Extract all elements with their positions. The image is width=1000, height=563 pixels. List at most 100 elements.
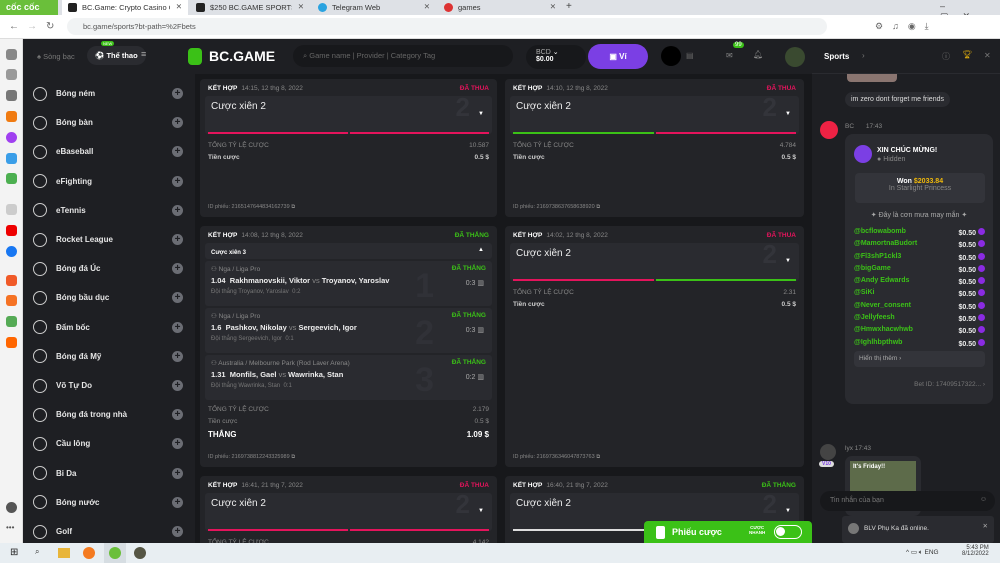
match-line[interactable]: 1.04 Rakhmanovskii, Viktor vs Troyanov, … [211,276,390,285]
history-icon[interactable] [6,69,17,80]
emoji-icon[interactable]: ☺ [979,496,987,503]
sidebar-item-sport[interactable]: Bóng đá Úc + [29,254,189,283]
betslip-bar[interactable]: Phiếu cược CƯỢC NHANH [644,521,812,543]
close-tab-icon[interactable]: ✕ [423,2,430,11]
forward-icon[interactable]: → [27,21,37,32]
chat-message-input[interactable]: Tin nhắn của bạn ☺ [820,491,995,511]
sidebar-item-sport[interactable]: eFighting + [29,167,189,196]
settings-icon[interactable] [6,49,17,60]
rain-username[interactable]: @Ighlhbpthwb [854,338,903,346]
expand-plus-icon[interactable]: + [172,204,183,216]
rain-username[interactable]: @Never_consent [854,301,912,309]
sidebar-item-sport[interactable]: eTennis + [29,196,189,225]
extensions-icons[interactable]: ⚙♫◉⤓ [875,21,938,31]
sidebar-item-sport[interactable]: Bóng bầu dục + [29,283,189,312]
expand-plus-icon[interactable]: + [172,350,183,362]
parlay-toggle[interactable]: Cược xiên 2 2 ▼ [205,489,492,531]
parlay-toggle[interactable]: Cược xiên 3 ▲ [205,243,492,259]
messenger-icon[interactable] [6,132,17,143]
system-tray[interactable]: ^ ▭ 🔈︎ ENG [906,549,939,556]
wallet-list-icon[interactable]: ▤ [686,51,694,60]
rain-username[interactable]: @Hmwxhacwhwb [854,326,913,334]
sidebar-item-sport[interactable]: Bóng đá Mỹ + [29,342,189,371]
expand-plus-icon[interactable]: + [172,175,183,187]
sidebar-item-sport[interactable]: Bóng ném + [29,79,189,108]
parlay-toggle[interactable]: Cược xiên 2 2 ▼ [510,92,799,134]
expand-plus-icon[interactable]: + [172,380,183,391]
crown-icon[interactable] [6,111,17,122]
match-line[interactable]: 1.31 Monfils, Gael vs Wawrinka, Stan [211,370,344,379]
search-input[interactable]: ⌕ Game name | Provider | Category Tag [293,45,513,67]
mail-icon[interactable]: ✉ [726,51,733,60]
tab-sports-parlay[interactable]: $250 BC.GAME SPORTS PARL✕ [190,0,310,15]
close-tab-icon[interactable]: ✕ [549,2,556,11]
copy-icon[interactable]: ⧉ [596,454,601,460]
stats-icon[interactable]: ▥ [477,280,484,287]
lazada-icon[interactable] [6,295,17,306]
sidebar-item-sport[interactable]: Đấm bốc + [29,313,189,342]
expand-plus-icon[interactable]: + [172,88,183,99]
copy-icon[interactable]: ⧉ [291,204,296,210]
file-explorer-icon[interactable] [58,548,70,558]
stats-icon[interactable]: ▥ [477,374,484,381]
sidebar-item-sport[interactable]: eBaseball + [29,137,189,166]
close-tab-icon[interactable]: ✕ [175,2,182,11]
tab-telegram[interactable]: Telegram Web ✕ [312,0,436,15]
gamepad-icon[interactable] [6,173,17,184]
shopee-icon[interactable] [6,275,17,286]
chat-tab-sports[interactable]: Sports [824,52,850,61]
chevron-right-icon[interactable]: › [862,51,865,60]
expand-plus-icon[interactable]: + [172,292,183,304]
bell-icon[interactable]: 🔔︎ [753,50,764,59]
parlay-toggle[interactable]: Cược xiên 2 2 ▼ [205,92,492,134]
expand-plus-icon[interactable]: + [172,467,183,479]
clock[interactable]: 5:43 PM 8/12/2022 [962,545,989,557]
expand-plus-icon[interactable]: + [172,321,183,333]
tab-bcgame[interactable]: BC.Game: Crypto Casino Gan✕ [62,0,188,15]
trophy-icon[interactable]: 🏆︎ [962,50,973,59]
sidebar-item-sport[interactable]: Rocket League + [29,225,189,254]
notification-bell-icon[interactable] [6,502,17,513]
sidebar-item-sport[interactable]: Bóng đá trong nhà + [29,400,189,429]
more-icon[interactable]: ••• [6,523,15,532]
rain-username[interactable]: @SiKi [854,289,875,297]
sidebar-item-sport[interactable]: Võ Tự Do + [29,371,189,400]
back-icon[interactable]: ← [9,21,19,32]
close-tab-icon[interactable]: ✕ [297,2,304,11]
sidebar-item-sport[interactable]: Golf + [29,517,189,546]
parlay-toggle[interactable]: Cược xiên 2 2 ▼ [510,239,799,281]
expand-plus-icon[interactable]: + [172,496,183,508]
sidebar-item-sport[interactable]: Cầu lông + [29,429,189,458]
sports-tab[interactable]: ⚽ Thể thao [87,46,146,65]
close-chat-icon[interactable]: ✕ [984,51,991,60]
tab-games[interactable]: games ✕ [438,0,562,15]
show-more-button[interactable]: Hiển thị thêm › [854,351,985,367]
sidebar-item-sport[interactable]: Bi Da + [29,459,189,488]
bet-id-link[interactable]: Bet ID: 17409517322... › [914,381,985,388]
sidebar-item-sport[interactable]: Bóng nước + [29,488,189,517]
stats-icon[interactable]: ▥ [477,327,484,334]
wallet-button[interactable]: ▣ Ví [588,44,648,69]
expand-plus-icon[interactable]: + [172,409,183,421]
rain-username[interactable]: @bcflowabomb [854,228,906,235]
info-icon[interactable]: ⓘ [942,52,950,61]
rain-username[interactable]: @Jellyfeesh [854,314,895,322]
rain-username[interactable]: @MamortnaBudort [854,240,918,248]
sidebar-item-sport[interactable]: Bóng bàn + [29,108,189,137]
expand-plus-icon[interactable]: + [172,117,183,129]
add-icon[interactable] [6,204,17,215]
windows-start-icon[interactable]: ⊞ [10,547,19,558]
currency-selector[interactable]: BCD ⌄ $0.00 [526,45,586,69]
youtube-icon[interactable] [6,225,17,236]
url-input[interactable]: bc.game/sports?bt-path=%2Fbets [67,18,827,35]
reading-list-icon[interactable] [6,90,17,101]
expand-plus-icon[interactable]: + [172,438,183,450]
rain-username[interactable]: @Fl3shP1ckl3 [854,252,902,260]
search-icon[interactable]: ⌕ [35,547,40,556]
chat-toggle-icon[interactable] [785,47,805,67]
expand-plus-icon[interactable]: + [172,263,183,275]
expand-plus-icon[interactable]: + [172,526,183,537]
casino-tab[interactable]: ♠ Sòng bạc [37,52,75,61]
copy-icon[interactable]: ⧉ [596,204,601,210]
rain-username[interactable]: @Andy Edwards [854,277,910,285]
